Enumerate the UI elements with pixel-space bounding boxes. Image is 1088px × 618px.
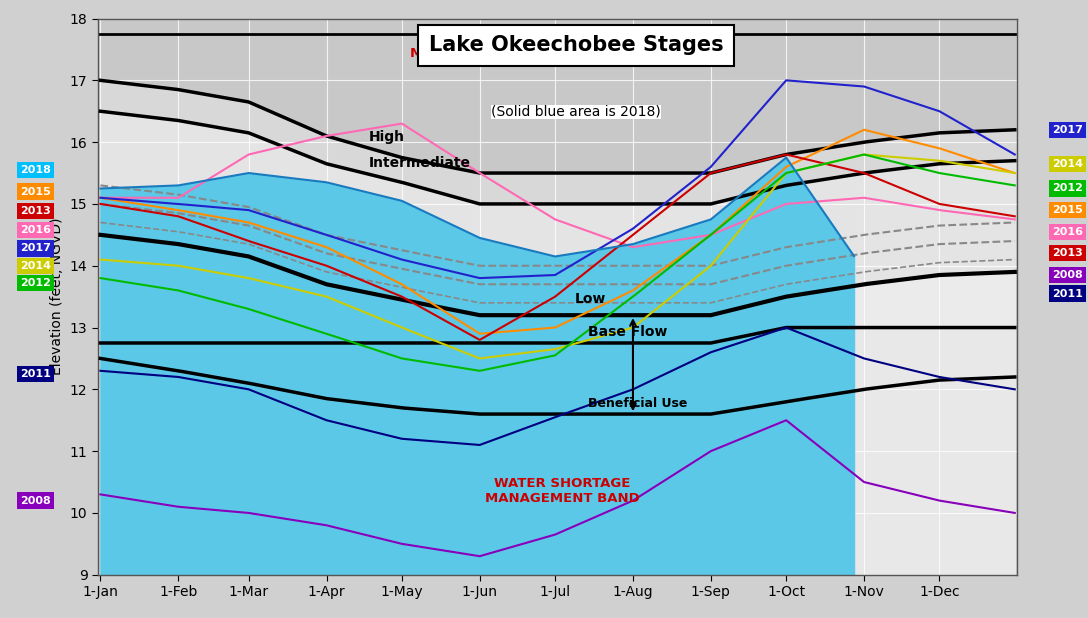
- Text: 2014: 2014: [1052, 159, 1084, 169]
- Text: HIGH LAKE
MANAGEMENT BAND: HIGH LAKE MANAGEMENT BAND: [410, 32, 565, 61]
- Text: 2012: 2012: [20, 278, 51, 288]
- Text: Lake Okeechobee Stages: Lake Okeechobee Stages: [429, 35, 724, 55]
- Text: 2008: 2008: [20, 496, 51, 506]
- Text: 2018: 2018: [20, 165, 51, 175]
- Text: 2016: 2016: [1052, 227, 1084, 237]
- Text: WATER SHORTAGE
MANAGEMENT BAND: WATER SHORTAGE MANAGEMENT BAND: [485, 477, 640, 506]
- Text: 2011: 2011: [1052, 289, 1084, 298]
- Text: 2011: 2011: [20, 369, 51, 379]
- Text: Base Flow: Base Flow: [588, 324, 667, 339]
- Text: 2013: 2013: [20, 206, 51, 216]
- Text: Beneficial Use: Beneficial Use: [588, 397, 688, 410]
- Text: 2015: 2015: [1052, 205, 1084, 215]
- Text: High: High: [369, 130, 405, 144]
- Text: 2012: 2012: [1052, 184, 1084, 193]
- Text: 2008: 2008: [1052, 270, 1084, 280]
- Y-axis label: Elevation (feet, NGVD): Elevation (feet, NGVD): [50, 218, 64, 375]
- Text: (Solid blue area is 2018): (Solid blue area is 2018): [491, 104, 660, 119]
- Text: 2016: 2016: [20, 225, 51, 235]
- Text: 2017: 2017: [1052, 125, 1084, 135]
- Text: 2015: 2015: [20, 187, 51, 197]
- Text: 2014: 2014: [20, 261, 51, 271]
- Text: 2013: 2013: [1052, 248, 1084, 258]
- Text: Intermediate: Intermediate: [369, 156, 471, 170]
- Text: Low: Low: [576, 292, 606, 306]
- Text: 2017: 2017: [20, 243, 51, 253]
